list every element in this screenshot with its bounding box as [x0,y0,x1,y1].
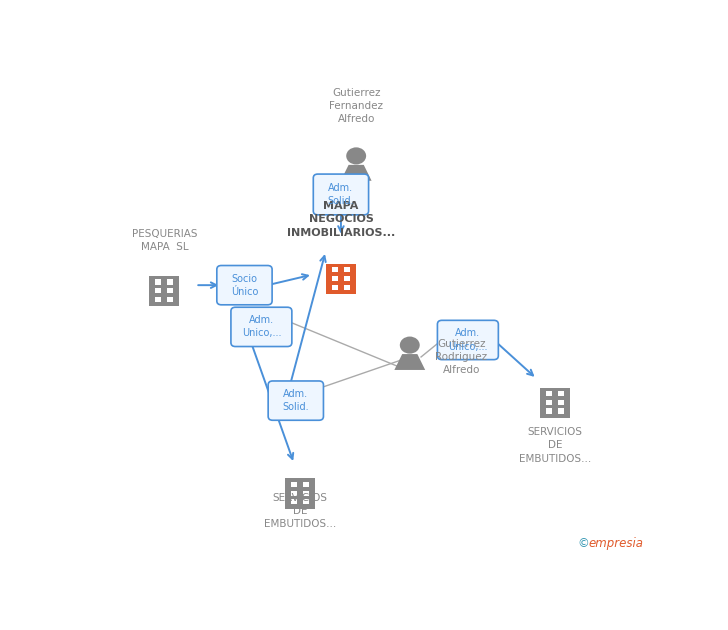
Text: PESQUERIAS
MAPA  SL: PESQUERIAS MAPA SL [132,229,197,252]
Bar [290,482,297,487]
FancyBboxPatch shape [268,381,323,420]
Bar [558,391,563,396]
Bar [546,400,552,405]
FancyBboxPatch shape [231,307,292,347]
Text: Adm.
Unico,...: Adm. Unico,... [448,328,488,352]
Text: Gutierrez
Rodriguez
Alfredo: Gutierrez Rodriguez Alfredo [435,339,487,375]
Text: Adm.
Solid.: Adm. Solid. [282,389,309,412]
Text: SERVICIOS
DE
EMBUTIDOS...: SERVICIOS DE EMBUTIDOS... [518,427,591,464]
Bar [332,285,338,290]
FancyBboxPatch shape [217,265,272,305]
Bar [303,491,309,496]
Text: empresia: empresia [589,537,644,550]
Text: Gutierrez
Fernandez
Alfredo: Gutierrez Fernandez Alfredo [329,88,383,124]
Bar [303,499,309,504]
Bar [149,276,179,306]
Bar [155,297,162,302]
Text: Adm.
Solid.: Adm. Solid. [328,183,355,206]
Text: Socio
Único: Socio Único [231,273,258,297]
Bar [546,408,552,413]
Bar [558,400,563,405]
Bar [332,276,338,281]
Bar [167,279,173,285]
Text: MAPA
NEGOCIOS
INMOBILIARIOS...: MAPA NEGOCIOS INMOBILIARIOS... [287,201,395,238]
Text: SERVICIOS
DE
EMBUTIDOS...: SERVICIOS DE EMBUTIDOS... [264,493,336,529]
Bar [546,391,552,396]
Circle shape [400,336,420,353]
Bar [155,279,162,285]
Bar [285,478,314,508]
Bar [332,267,338,272]
Bar [540,387,570,418]
Polygon shape [395,354,425,370]
Bar [167,289,173,294]
FancyBboxPatch shape [313,174,368,215]
Polygon shape [341,165,371,181]
Bar [303,482,309,487]
Text: Adm.
Unico,...: Adm. Unico,... [242,315,281,338]
Bar [344,276,350,281]
Bar [167,297,173,302]
Circle shape [347,147,366,164]
Bar [290,499,297,504]
FancyBboxPatch shape [438,320,499,360]
Bar [326,264,356,294]
Bar [558,408,563,413]
Bar [344,285,350,290]
Bar [290,491,297,496]
Text: ©: © [577,537,589,550]
Bar [155,289,162,294]
Bar [344,267,350,272]
